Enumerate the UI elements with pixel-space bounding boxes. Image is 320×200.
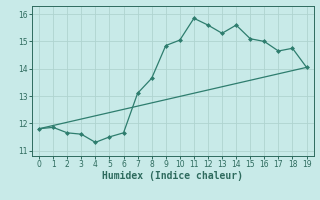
X-axis label: Humidex (Indice chaleur): Humidex (Indice chaleur) bbox=[102, 171, 243, 181]
